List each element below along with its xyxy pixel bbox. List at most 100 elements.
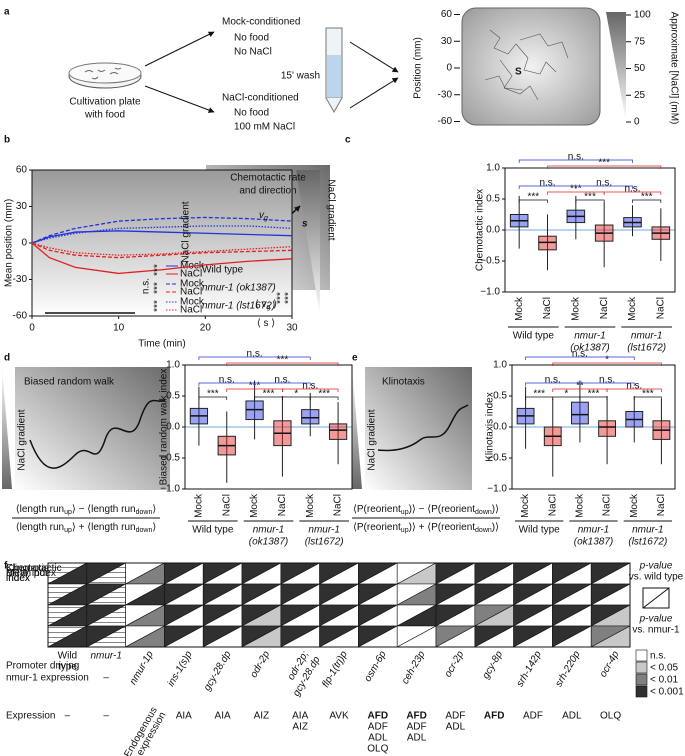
expression: ADL bbox=[407, 733, 427, 744]
bracket bbox=[282, 388, 339, 392]
subscript: up bbox=[64, 509, 72, 516]
formula-den: ⟨P(reorientup)⟩ + ⟨P(reorientdown)⟩ bbox=[353, 522, 499, 535]
expression: AFD bbox=[406, 711, 427, 722]
category-label: NaCl bbox=[547, 494, 558, 516]
key-label: p-value bbox=[639, 614, 673, 625]
text-piece: )⟩ bbox=[492, 522, 499, 533]
column-name: Wild bbox=[58, 651, 77, 662]
row-label: BRW index bbox=[6, 568, 56, 579]
nacl-wedge bbox=[606, 12, 626, 122]
text-piece: )⟩ + ⟨P(reorient bbox=[409, 522, 476, 533]
expression: AFD bbox=[484, 711, 505, 722]
panel-label: f bbox=[4, 561, 8, 572]
significance: n.s. bbox=[599, 375, 615, 386]
expression: AIZ bbox=[254, 711, 270, 722]
expression: ADL bbox=[562, 711, 582, 722]
level-swatch bbox=[635, 661, 648, 674]
y-tick-label: −0.5 bbox=[487, 453, 507, 464]
y-tick-label: 1.0 bbox=[166, 360, 180, 371]
bracket bbox=[525, 356, 635, 360]
bracket bbox=[579, 382, 635, 386]
expression: – bbox=[103, 711, 109, 722]
level-swatch bbox=[635, 673, 648, 686]
row-label: Chemotactic bbox=[6, 563, 62, 574]
category-label: Mock bbox=[249, 493, 260, 518]
plate-label: Cultivation plate bbox=[69, 97, 141, 108]
plot-frame bbox=[511, 364, 676, 490]
panel-label: e bbox=[352, 353, 358, 364]
legend-entry: NaCl bbox=[180, 305, 202, 316]
s-label: s bbox=[302, 219, 308, 230]
level-label: < 0.01 bbox=[650, 675, 679, 686]
promoter: – bbox=[103, 673, 109, 684]
bracket bbox=[198, 356, 311, 360]
y-tick-label: 0.0 bbox=[486, 225, 500, 236]
group-label: Wild type bbox=[519, 525, 561, 536]
expression: AVK bbox=[329, 711, 349, 722]
promoter: ins-1(s)p bbox=[166, 649, 195, 689]
level-label: < 0.001 bbox=[650, 687, 684, 698]
category-label: Mock bbox=[305, 493, 316, 518]
expression: AIA bbox=[176, 711, 192, 722]
expression: AFD bbox=[368, 711, 389, 722]
subscript: down bbox=[475, 509, 492, 516]
diagram-title: Biased random walk bbox=[24, 377, 115, 388]
y-tick-label: −1.0 bbox=[160, 484, 180, 495]
group-label: (lst1672) bbox=[305, 537, 344, 548]
nacl-tick-label: 0 bbox=[634, 117, 640, 128]
gradient-wedge bbox=[2, 366, 12, 489]
plate-label: with food bbox=[84, 110, 125, 121]
expression: ADF bbox=[368, 722, 388, 733]
category-label: NaCl bbox=[602, 494, 613, 516]
significance: *** bbox=[318, 389, 330, 400]
promoter: ocr-2p bbox=[443, 649, 467, 679]
panel-label: c bbox=[345, 135, 351, 146]
legend-group: nmur-1 (lst1672) bbox=[202, 301, 275, 312]
text-piece: ⟨ v bbox=[255, 299, 267, 310]
bracket bbox=[575, 199, 605, 203]
x-tick-label: 0 bbox=[29, 323, 35, 334]
y-tick-label: 0.5 bbox=[166, 391, 180, 402]
y-tick-label: 30 bbox=[16, 201, 28, 212]
row-label: Mean position bbox=[6, 568, 68, 579]
promoter: ceh-23p bbox=[400, 649, 428, 686]
significance: n.s. bbox=[219, 375, 235, 386]
significance: * bbox=[605, 355, 609, 366]
panel-label: b bbox=[4, 135, 10, 146]
gradient-label: NaCl gradient bbox=[181, 201, 192, 262]
promoter-row-label: nmur-1 expression bbox=[6, 673, 89, 684]
significance: *** bbox=[570, 184, 582, 195]
promoter-row-label: Promoter driving bbox=[6, 661, 79, 672]
x-tick-label: 30 bbox=[286, 323, 298, 334]
level-swatch bbox=[635, 649, 648, 662]
category-label: NaCl bbox=[277, 494, 288, 516]
bracket bbox=[309, 396, 339, 400]
significance: n.s. bbox=[568, 152, 584, 163]
subscript: g bbox=[267, 304, 271, 311]
nacl-title: NaCl-conditioned bbox=[222, 93, 299, 104]
subscript: up bbox=[64, 527, 72, 534]
diagram-d bbox=[15, 367, 170, 490]
formula-num: ⟨P(reorientup)⟩ − ⟨P(reorientdown)⟩ bbox=[353, 504, 499, 517]
position-axis-label: Position (mm) bbox=[413, 37, 424, 99]
subscript: up bbox=[401, 509, 409, 516]
f-key bbox=[642, 587, 670, 609]
legend-entry: Mock bbox=[180, 279, 205, 290]
significance: *** bbox=[527, 192, 539, 203]
expression: OLQ bbox=[367, 744, 388, 755]
bracket bbox=[632, 199, 662, 203]
diagram-title: Chemotactic rate bbox=[230, 173, 306, 184]
significance: *** bbox=[153, 264, 164, 276]
key-label: vs. nmur-1 bbox=[632, 625, 680, 636]
category-label: NaCl bbox=[542, 297, 553, 319]
arrow bbox=[349, 77, 399, 109]
y-tick-label: -30 bbox=[13, 274, 28, 285]
text-piece: ⟨ s ⟩ bbox=[257, 318, 275, 329]
x-axis-label: Time (min) bbox=[138, 339, 185, 350]
bracket bbox=[575, 185, 633, 189]
significance: n.s. bbox=[624, 184, 640, 195]
group-label: Wild type bbox=[513, 331, 555, 342]
formula-num: ⟨length runup⟩ − ⟨length rundown⟩ bbox=[16, 504, 157, 517]
wash-label: 15' wash bbox=[281, 71, 320, 82]
group-label: nmur-1 bbox=[574, 331, 606, 342]
